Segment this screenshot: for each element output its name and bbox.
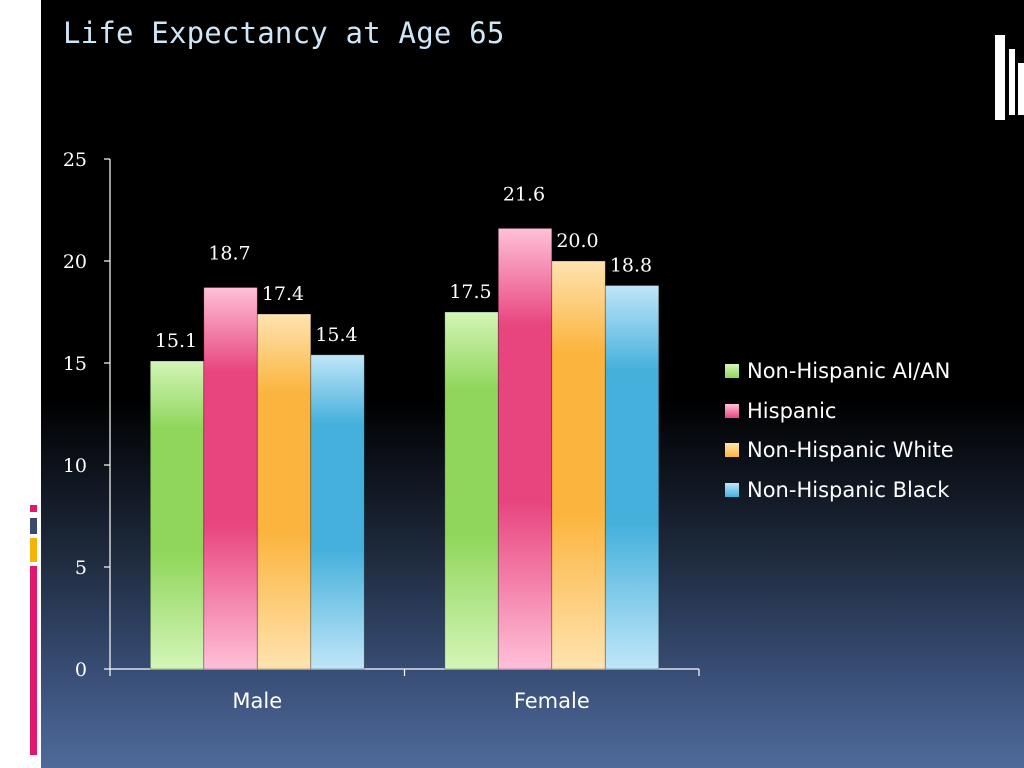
legend-item: Non-Hispanic White xyxy=(725,438,954,462)
data-label: 17.4 xyxy=(262,283,304,305)
bar-non-hispanic-black-female xyxy=(604,285,660,670)
data-label: 21.6 xyxy=(503,183,545,205)
legend-label: Non-Hispanic AI/AN xyxy=(747,359,951,383)
bar-non-hispanic-ai-an-male xyxy=(149,360,205,670)
bar-hispanic-male xyxy=(203,287,258,670)
bar-non-hispanic-white-male xyxy=(256,313,312,670)
data-label: 15.1 xyxy=(155,330,197,352)
x-category-label: Male xyxy=(232,689,282,713)
legend-swatch xyxy=(725,443,739,457)
legend-swatch xyxy=(725,403,739,418)
data-label: 17.5 xyxy=(449,281,491,303)
window-panels-icon xyxy=(995,35,1024,120)
bar-non-hispanic-ai-an-female xyxy=(444,311,499,670)
legend-item: Hispanic xyxy=(725,399,836,423)
y-tick-label: 5 xyxy=(75,557,87,579)
legend-item: Non-Hispanic Black xyxy=(725,478,949,502)
y-tick-label: 15 xyxy=(63,353,87,375)
data-label: 18.7 xyxy=(208,243,250,265)
y-tick-label: 25 xyxy=(63,149,87,171)
legend-swatch xyxy=(725,364,739,378)
bar-non-hispanic-black-male xyxy=(310,354,365,670)
accent-stripe xyxy=(27,505,38,755)
legend-swatch xyxy=(725,482,739,497)
slide-title: Life Expectancy at Age 65 xyxy=(63,16,505,50)
y-tick-label: 0 xyxy=(75,659,87,681)
y-tick-label: 20 xyxy=(63,251,87,273)
legend-label: Non-Hispanic White xyxy=(747,438,954,462)
x-category-label: Female xyxy=(514,689,590,713)
data-label: 15.4 xyxy=(315,324,357,346)
data-label: 18.8 xyxy=(610,255,652,277)
legend-label: Hispanic xyxy=(747,398,837,423)
data-label: 20.0 xyxy=(556,230,598,252)
legend-label: Non-Hispanic Black xyxy=(747,477,950,502)
bar-non-hispanic-white-female xyxy=(551,260,606,670)
legend-item: Non-Hispanic AI/AN xyxy=(725,359,950,383)
bar-hispanic-female xyxy=(497,227,553,670)
y-tick-label: 10 xyxy=(63,455,87,477)
